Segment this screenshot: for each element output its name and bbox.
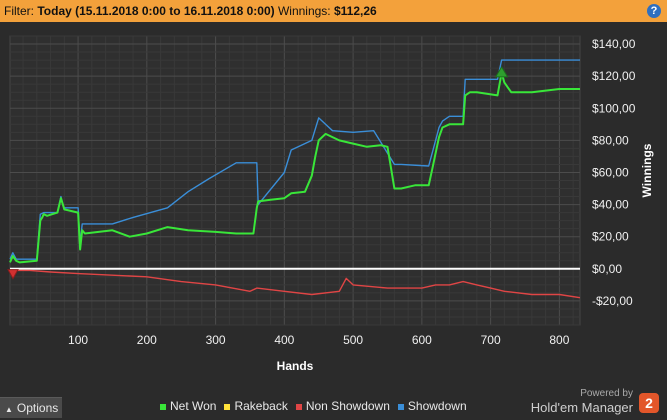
y-tick-label: $0,00 bbox=[592, 262, 622, 276]
legend-item-non-showdown[interactable]: Non Showdown bbox=[295, 399, 390, 413]
x-tick-label: 400 bbox=[274, 333, 294, 347]
x-axis-label: Hands bbox=[277, 359, 314, 373]
y-tick-label: $100,00 bbox=[592, 101, 636, 115]
winnings-chart: 100 200 300 400 500 600 700 800 -$20,00 $0,00 $20,… bbox=[7, 35, 654, 373]
x-tick-label: 100 bbox=[68, 333, 88, 347]
filter-label: Filter: bbox=[4, 4, 34, 18]
legend-swatch bbox=[397, 403, 404, 410]
y-tick-label: $20,00 bbox=[592, 230, 629, 244]
legend-label: Showdown bbox=[407, 399, 467, 413]
x-tick-label: 300 bbox=[206, 333, 226, 347]
chart-legend: Net Won Rakeback Non Showdown Showdown bbox=[160, 399, 475, 413]
expand-triangle-icon: ▲ bbox=[5, 405, 13, 414]
legend-swatch bbox=[295, 403, 302, 410]
y-axis-label: Winnings bbox=[640, 143, 654, 197]
filter-value: Today (15.11.2018 0:00 to 16.11.2018 0:0… bbox=[37, 4, 275, 18]
help-icon[interactable]: ? bbox=[647, 4, 661, 18]
legend-label: Rakeback bbox=[234, 399, 288, 413]
legend-label: Non Showdown bbox=[305, 399, 390, 413]
powered-by-text: Powered by bbox=[580, 388, 633, 399]
y-tick-label: $60,00 bbox=[592, 165, 629, 179]
series-line-non-showdown bbox=[9, 269, 581, 299]
y-tick-label: $80,00 bbox=[592, 133, 629, 147]
min-marker-icon bbox=[7, 269, 19, 280]
y-tick-label: $140,00 bbox=[592, 37, 636, 51]
x-tick-label: 800 bbox=[549, 333, 569, 347]
legend-swatch bbox=[224, 403, 231, 410]
y-tick-label: -$20,00 bbox=[592, 294, 633, 308]
max-marker-icon bbox=[494, 65, 509, 78]
legend-item-rakeback[interactable]: Rakeback bbox=[224, 399, 288, 413]
winnings-value: $112,26 bbox=[333, 4, 377, 18]
brand: Powered by Hold'em Manager bbox=[531, 388, 633, 416]
hm2-logo-icon: 2 bbox=[639, 393, 659, 413]
series-line-net-won bbox=[9, 71, 580, 264]
winnings-label: Winnings: bbox=[277, 4, 331, 18]
x-tick-label: 200 bbox=[137, 333, 157, 347]
legend-item-showdown[interactable]: Showdown bbox=[397, 399, 467, 413]
y-tick-label: $40,00 bbox=[592, 198, 629, 212]
options-button[interactable]: ▲ Options bbox=[0, 397, 62, 418]
legend-label: Net Won bbox=[170, 399, 217, 413]
y-tick-label: $120,00 bbox=[592, 69, 636, 83]
x-tick-label: 500 bbox=[343, 333, 363, 347]
x-tick-label: 700 bbox=[481, 333, 501, 347]
brand-name: Hold'em Manager bbox=[530, 400, 633, 415]
x-tick-label: 600 bbox=[412, 333, 432, 347]
legend-item-net-won[interactable]: Net Won bbox=[160, 399, 216, 413]
legend-swatch bbox=[160, 403, 166, 410]
options-label: Options bbox=[16, 401, 59, 415]
filter-bar[interactable]: Filter: Today (15.11.2018 0:00 to 16.11.… bbox=[0, 0, 667, 22]
